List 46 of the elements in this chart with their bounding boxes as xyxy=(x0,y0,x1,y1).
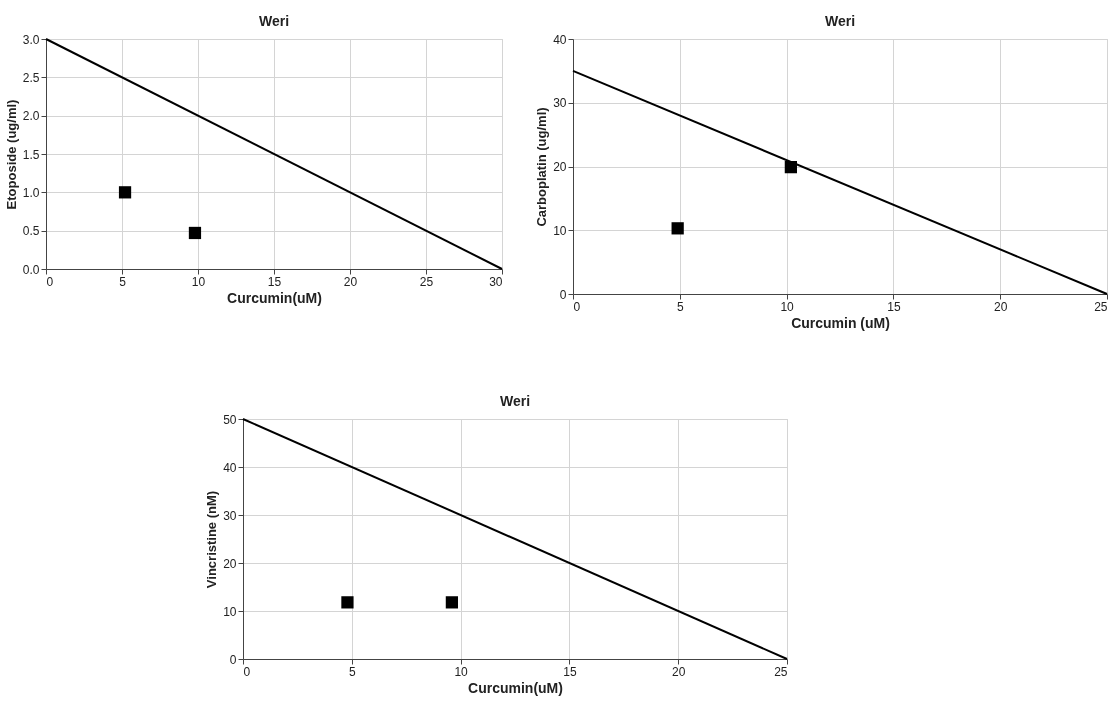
y-tick-label: 1.0 xyxy=(22,185,40,200)
y-tick-label: 0 xyxy=(559,287,567,302)
x-tick-label: 10 xyxy=(191,274,206,289)
y-tick-label: 10 xyxy=(223,604,237,619)
x-tick-label: 15 xyxy=(563,664,577,679)
x-tick-label: 30 xyxy=(489,274,503,289)
y-tick-label: 0 xyxy=(229,652,237,667)
x-tick-label: 15 xyxy=(887,299,901,314)
x-tick-label: 5 xyxy=(348,664,356,679)
x-tick-label: 0 xyxy=(243,664,251,679)
y-tick-label: 30 xyxy=(223,508,237,523)
x-tick-label: 25 xyxy=(774,664,788,679)
y-tick-label: 0.0 xyxy=(22,262,40,277)
x-tick-label: 5 xyxy=(119,274,127,289)
x-axis-title: Curcumin(uM) xyxy=(468,679,563,696)
y-tick-label: 20 xyxy=(553,160,567,174)
x-tick-label: 20 xyxy=(343,274,358,289)
chart-title: Weri xyxy=(824,13,856,29)
y-tick-label: 40 xyxy=(223,460,237,475)
x-tick-label: 25 xyxy=(419,274,434,289)
y-tick-label: 2.5 xyxy=(22,70,40,85)
y-tick-label: 40 xyxy=(553,32,567,47)
y-tick-label: 50 xyxy=(223,412,237,427)
y-tick-label: 30 xyxy=(553,96,567,111)
chart-title: Weri xyxy=(258,13,290,29)
x-axis-title: Curcumin(uM) xyxy=(227,289,322,306)
x-tick-label: 25 xyxy=(1094,299,1108,314)
y-tick-label: 3.0 xyxy=(22,32,40,47)
x-tick-label: 10 xyxy=(454,664,469,679)
y-tick-label: 1.5 xyxy=(22,147,40,162)
y-axis-title: Etoposide (ug/ml) xyxy=(3,99,19,210)
y-tick-label: 20 xyxy=(223,556,237,571)
chart-title: Weri xyxy=(499,393,531,409)
y-tick-label: 2.0 xyxy=(22,109,40,124)
x-tick-label: 20 xyxy=(672,664,686,679)
y-tick-label: 0.5 xyxy=(22,224,40,239)
y-axis-title: Vincristine (nM) xyxy=(204,490,220,589)
x-tick-label: 10 xyxy=(780,299,795,314)
y-axis-title: Carboplatin (ug/ml) xyxy=(534,107,550,227)
x-tick-label: 5 xyxy=(676,299,684,314)
x-tick-label: 15 xyxy=(267,274,282,289)
x-axis-title: Curcumin (uM) xyxy=(791,314,890,331)
x-tick-label: 0 xyxy=(573,299,581,314)
y-tick-label: 10 xyxy=(553,223,567,238)
x-tick-label: 20 xyxy=(994,299,1008,314)
x-tick-label: 0 xyxy=(46,274,54,289)
